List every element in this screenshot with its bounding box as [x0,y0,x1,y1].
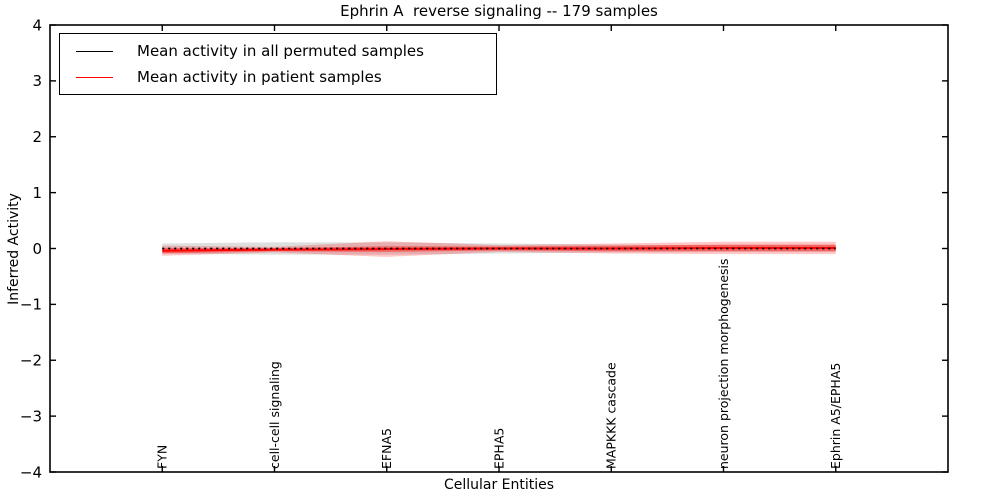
svg-text:−1: −1 [20,296,42,314]
svg-text:MAPKKK cascade: MAPKKK cascade [604,362,619,469]
svg-text:EPHA5: EPHA5 [491,428,506,469]
svg-text:0: 0 [32,240,42,258]
chart-title: Ephrin A reverse signaling -- 179 sample… [340,2,658,20]
svg-text:2: 2 [32,128,42,146]
red-line-sample-icon [76,76,113,78]
legend-item-patient: Mean activity in patient samples [76,68,496,86]
black-line-sample-icon [76,50,113,52]
svg-text:4: 4 [32,16,42,34]
y-axis-label: Inferred Activity [6,193,22,305]
legend-label-patient: Mean activity in patient samples [137,68,382,86]
svg-text:EFNA5: EFNA5 [379,428,394,469]
svg-text:Ephrin A5/EPHA5: Ephrin A5/EPHA5 [828,363,843,469]
svg-text:−3: −3 [20,407,42,425]
svg-text:3: 3 [32,72,42,90]
legend-item-permuted: Mean activity in all permuted samples [76,42,496,60]
svg-text:−4: −4 [20,463,42,481]
svg-text:cell-cell signaling: cell-cell signaling [267,361,282,469]
svg-text:1: 1 [32,184,42,202]
legend: Mean activity in all permuted samples Me… [59,33,497,95]
x-axis-label: Cellular Entities [443,477,555,493]
svg-text:−2: −2 [20,352,42,370]
svg-text:FYN: FYN [155,445,170,469]
svg-text:neuron projection morphogenesi: neuron projection morphogenesis [716,258,731,469]
legend-label-permuted: Mean activity in all permuted samples [137,42,424,60]
